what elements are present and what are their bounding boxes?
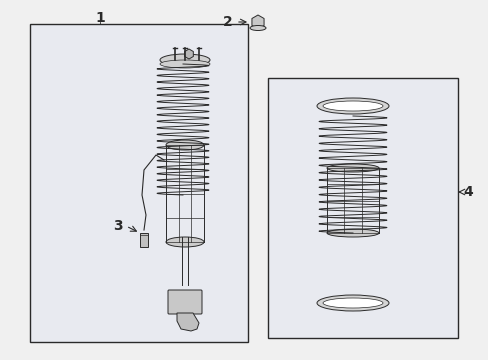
Text: 4: 4 xyxy=(462,185,472,199)
Text: 3: 3 xyxy=(113,219,122,233)
Text: 2: 2 xyxy=(223,15,232,29)
FancyBboxPatch shape xyxy=(168,290,202,314)
Polygon shape xyxy=(177,313,199,331)
Ellipse shape xyxy=(316,295,388,311)
Bar xyxy=(30,24,247,342)
Ellipse shape xyxy=(165,237,203,247)
Ellipse shape xyxy=(160,54,209,66)
Text: 1: 1 xyxy=(95,11,104,25)
Ellipse shape xyxy=(326,229,378,237)
Bar xyxy=(140,233,148,247)
Ellipse shape xyxy=(316,98,388,114)
Bar xyxy=(267,78,457,338)
Ellipse shape xyxy=(165,140,203,150)
Ellipse shape xyxy=(249,26,265,31)
Polygon shape xyxy=(251,15,264,29)
Polygon shape xyxy=(184,49,193,59)
Ellipse shape xyxy=(326,164,378,172)
Ellipse shape xyxy=(160,60,209,68)
Ellipse shape xyxy=(323,101,382,111)
Ellipse shape xyxy=(323,298,382,308)
